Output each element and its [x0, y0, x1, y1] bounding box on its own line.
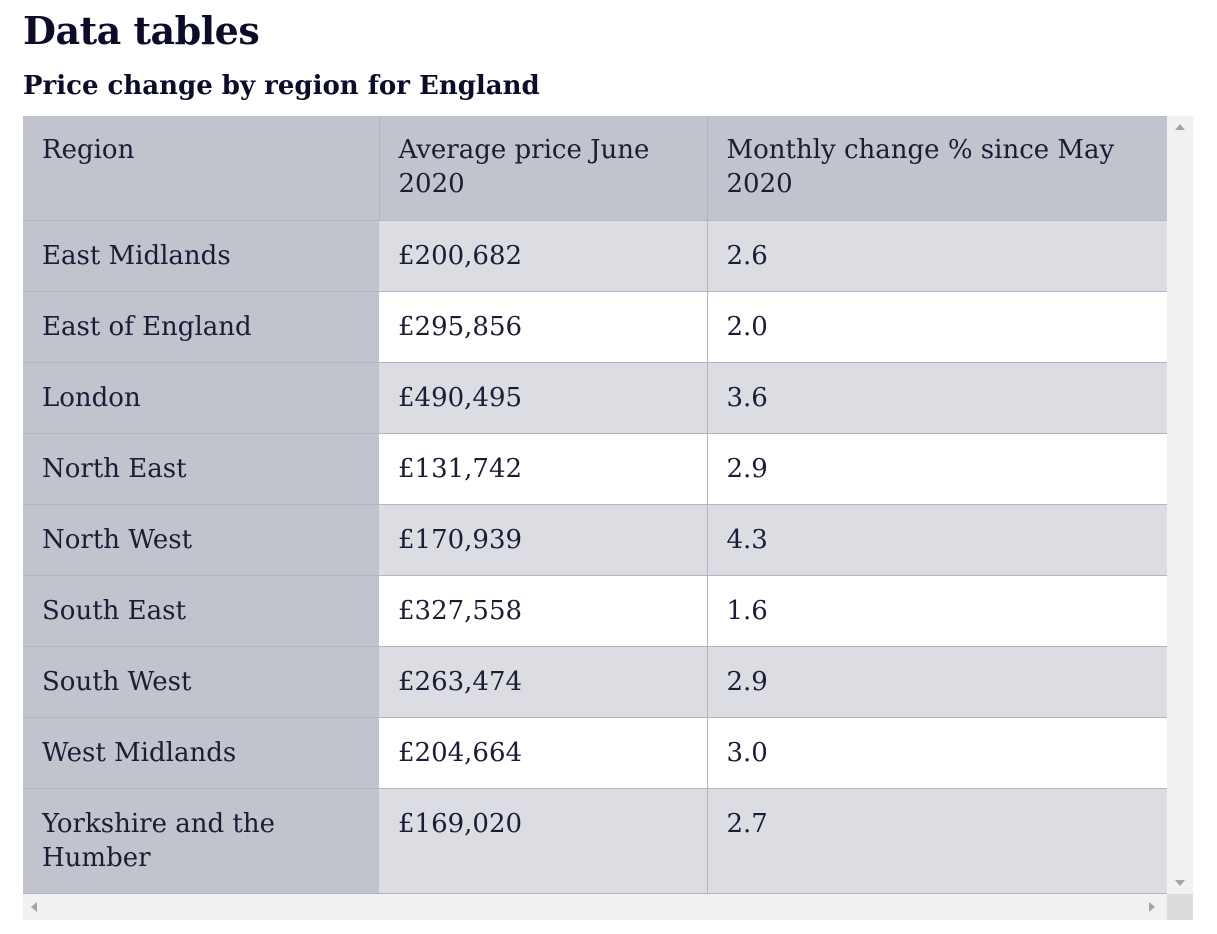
cell-monthly-change: 2.6: [706, 220, 1167, 292]
cell-average-price: £169,020: [379, 788, 707, 894]
cell-monthly-change: 3.0: [706, 717, 1167, 789]
row-header-region: West Midlands: [23, 717, 379, 789]
row-header-region: East Midlands: [23, 220, 379, 292]
page-title: Data tables: [23, 8, 260, 53]
table-row: East of England £295,856 2.0: [23, 291, 1167, 363]
vertical-scrollbar[interactable]: [1167, 116, 1193, 894]
scroll-up-arrow-icon[interactable]: [1175, 124, 1185, 130]
table-row: London £490,495 3.6: [23, 362, 1167, 434]
row-header-region: North West: [23, 504, 379, 576]
scroll-down-arrow-icon[interactable]: [1175, 880, 1185, 886]
region-price-table: Region Average price June 2020 Monthly c…: [23, 116, 1167, 894]
table-row: West Midlands £204,664 3.0: [23, 717, 1167, 789]
column-header-monthly-change: Monthly change % since May 2020: [706, 116, 1167, 221]
cell-average-price: £263,474: [379, 646, 707, 718]
cell-monthly-change: 4.3: [706, 504, 1167, 576]
table-row: South West £263,474 2.9: [23, 646, 1167, 718]
cell-monthly-change: 2.0: [706, 291, 1167, 363]
table-row: Yorkshire and the Humber £169,020 2.7: [23, 788, 1167, 894]
scrollbar-corner: [1167, 894, 1193, 920]
cell-average-price: £200,682: [379, 220, 707, 292]
table-row: South East £327,558 1.6: [23, 575, 1167, 647]
table-row: North East £131,742 2.9: [23, 433, 1167, 505]
cell-average-price: £490,495: [379, 362, 707, 434]
row-header-region: Yorkshire and the Humber: [23, 788, 379, 894]
cell-monthly-change: 1.6: [706, 575, 1167, 647]
row-header-region: East of England: [23, 291, 379, 363]
scroll-right-arrow-icon[interactable]: [1149, 902, 1155, 912]
row-header-region: South West: [23, 646, 379, 718]
row-header-region: London: [23, 362, 379, 434]
cell-monthly-change: 2.7: [706, 788, 1167, 894]
cell-monthly-change: 2.9: [706, 433, 1167, 505]
cell-monthly-change: 2.9: [706, 646, 1167, 718]
column-header-region: Region: [23, 116, 379, 221]
horizontal-scrollbar[interactable]: [23, 894, 1167, 920]
table-scroll-container[interactable]: Region Average price June 2020 Monthly c…: [23, 116, 1193, 920]
cell-average-price: £295,856: [379, 291, 707, 363]
row-header-region: South East: [23, 575, 379, 647]
table-viewport: Region Average price June 2020 Monthly c…: [23, 116, 1167, 894]
column-header-average-price: Average price June 2020: [378, 116, 707, 221]
table-title: Price change by region for England: [23, 71, 540, 101]
cell-average-price: £170,939: [379, 504, 707, 576]
cell-monthly-change: 3.6: [706, 362, 1167, 434]
table-header-row: Region Average price June 2020 Monthly c…: [23, 116, 1167, 221]
table-row: East Midlands £200,682 2.6: [23, 220, 1167, 292]
scroll-left-arrow-icon[interactable]: [31, 902, 37, 912]
table-row: North West £170,939 4.3: [23, 504, 1167, 576]
cell-average-price: £131,742: [379, 433, 707, 505]
cell-average-price: £204,664: [379, 717, 707, 789]
row-header-region: North East: [23, 433, 379, 505]
cell-average-price: £327,558: [379, 575, 707, 647]
